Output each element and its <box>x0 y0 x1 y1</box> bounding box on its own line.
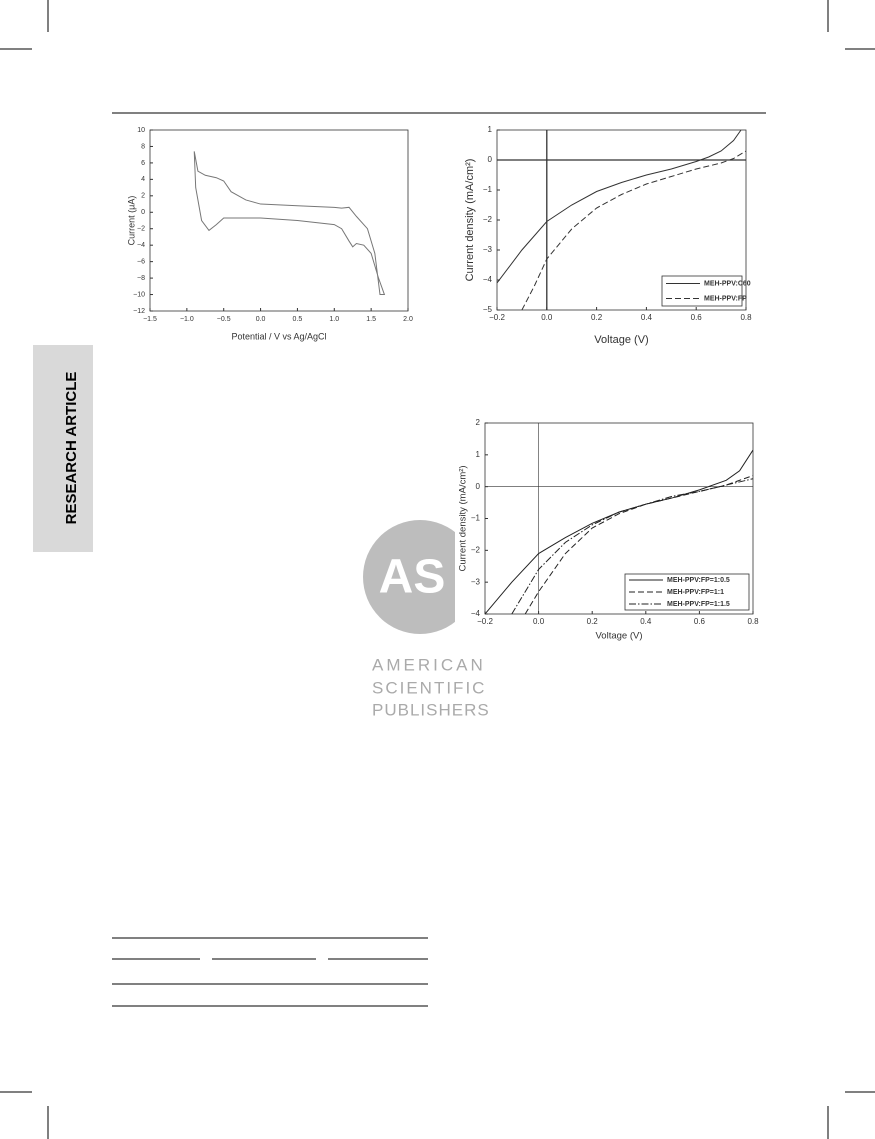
y-tick-label: 0 <box>141 209 145 216</box>
y-tick-label: 0 <box>488 155 493 164</box>
y-tick-label: −2 <box>483 215 493 224</box>
x-tick-label: 1.5 <box>366 316 376 323</box>
chart: −0.2 0.0 0.2 0.4 0.6 0.8 −4 −3 −2 −1 0 1 2 Voltage (V… <box>455 417 763 642</box>
legend-label: MEH-PPV:FP=1:1 <box>667 589 724 596</box>
y-tick-label: 8 <box>141 143 145 150</box>
logo-line: PUBLISHERS <box>372 700 490 719</box>
legend-label: MEH-PPV:C60 <box>704 280 751 287</box>
y-tick-label: −1 <box>483 185 493 194</box>
x-axis-label: Voltage (V) <box>596 631 643 642</box>
x-tick-label: 0.2 <box>591 313 603 322</box>
y-tick-label: 10 <box>137 127 145 134</box>
x-tick-label: 0.0 <box>541 313 553 322</box>
series-line <box>524 475 753 614</box>
x-tick-label: 0.4 <box>641 313 653 322</box>
y-tick-label: −1 <box>471 514 481 523</box>
series-line <box>497 130 742 284</box>
y-tick-label: −3 <box>471 577 481 586</box>
y-tick-label: 2 <box>476 418 481 427</box>
logo-line: SCIENTIFIC <box>372 678 486 697</box>
y-tick-label: 1 <box>476 450 481 459</box>
y-tick-label: −2 <box>137 226 145 233</box>
x-axis-label: Voltage (V) <box>594 334 648 346</box>
x-tick-label: 0.5 <box>293 316 303 323</box>
y-tick-label: 6 <box>141 160 145 167</box>
logo-circle <box>363 520 477 634</box>
logo: AS AMERICAN SCIENTIFIC PUBLISHERS <box>363 520 490 719</box>
y-tick-label: 0 <box>476 482 481 491</box>
plot-frame <box>149 129 409 312</box>
sidebar-tab <box>33 345 93 552</box>
y-tick-label: 4 <box>141 176 145 183</box>
x-tick-label: −1.5 <box>143 316 157 323</box>
x-tick-label: 0.8 <box>747 617 759 626</box>
series-line <box>511 478 753 614</box>
logo-line: AMERICAN <box>372 655 486 674</box>
y-axis-label: Current density (mA/cm²) <box>464 159 476 282</box>
legend-label: MEH-PPV:FP=1:0.5 <box>667 577 730 584</box>
x-tick-label: −1.0 <box>180 316 194 323</box>
y-axis-label: Current density (mA/cm²) <box>458 465 469 571</box>
y-tick-label: −4 <box>471 609 481 618</box>
x-tick-label: −0.2 <box>489 313 505 322</box>
x-tick-label: 0.0 <box>533 617 545 626</box>
legend-label: MEH-PPV:FP <box>704 295 747 302</box>
y-tick-label: −12 <box>133 308 145 315</box>
y-tick-label: −6 <box>137 258 145 265</box>
x-tick-label: 0.2 <box>587 617 599 626</box>
series-line <box>193 151 386 296</box>
legend-box <box>661 275 743 307</box>
logo-mark: AS <box>379 551 446 604</box>
table-rules <box>112 937 428 1007</box>
y-tick-label: −3 <box>483 245 493 254</box>
chart: −0.2 0.0 0.2 0.4 0.6 0.8 −5 −4 −3 −2 −1 0 1 Voltage (… <box>464 125 752 346</box>
y-tick-label: −8 <box>137 275 145 282</box>
x-tick-label: −0.2 <box>477 617 493 626</box>
y-tick-label: 1 <box>488 125 493 134</box>
x-tick-label: 0.6 <box>691 313 703 322</box>
x-tick-label: 0.4 <box>640 617 652 626</box>
x-tick-label: 2.0 <box>403 316 413 323</box>
y-tick-label: −4 <box>483 275 493 284</box>
x-axis-label: Potential / V vs Ag/AgCl <box>231 331 326 341</box>
y-axis-label: Current (μA) <box>126 196 136 246</box>
y-tick-label: −5 <box>483 305 493 314</box>
y-tick-label: −10 <box>133 291 145 298</box>
legend-label: MEH-PPV:FP=1:1.5 <box>667 601 730 608</box>
x-tick-label: 0.8 <box>740 313 752 322</box>
y-tick-label: −4 <box>137 242 145 249</box>
y-tick-label: 2 <box>141 193 145 200</box>
y-tick-label: −2 <box>471 545 481 554</box>
chart: −1.5 −1.0 −0.5 0.0 0.5 1.0 1.5 2.0 −12 −10 −8 −6 −4 −… <box>126 127 413 342</box>
x-tick-label: 0.6 <box>694 617 706 626</box>
x-tick-label: −0.5 <box>217 316 231 323</box>
sidebar-label: RESEARCH ARTICLE <box>63 372 80 525</box>
x-tick-label: 1.0 <box>329 316 339 323</box>
x-tick-label: 0.0 <box>256 316 266 323</box>
series-line <box>521 150 746 310</box>
